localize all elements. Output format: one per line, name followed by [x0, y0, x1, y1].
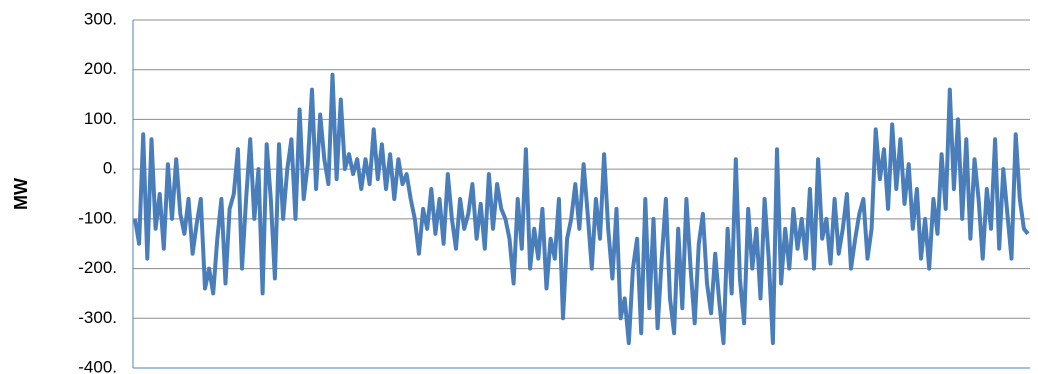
y-tick-label: -400.: [78, 357, 117, 374]
y-axis-label: MW: [11, 178, 31, 210]
y-tick-label: 100.: [84, 109, 117, 128]
y-tick-label: -300.: [78, 308, 117, 327]
y-tick-label: 0.: [103, 159, 117, 178]
y-tick-label: -200.: [78, 258, 117, 277]
y-tick-label: 200.: [84, 59, 117, 78]
data-line: [133, 72, 1030, 346]
y-tick-label: -100.: [78, 208, 117, 227]
y-tick-label: 300.: [84, 9, 117, 28]
